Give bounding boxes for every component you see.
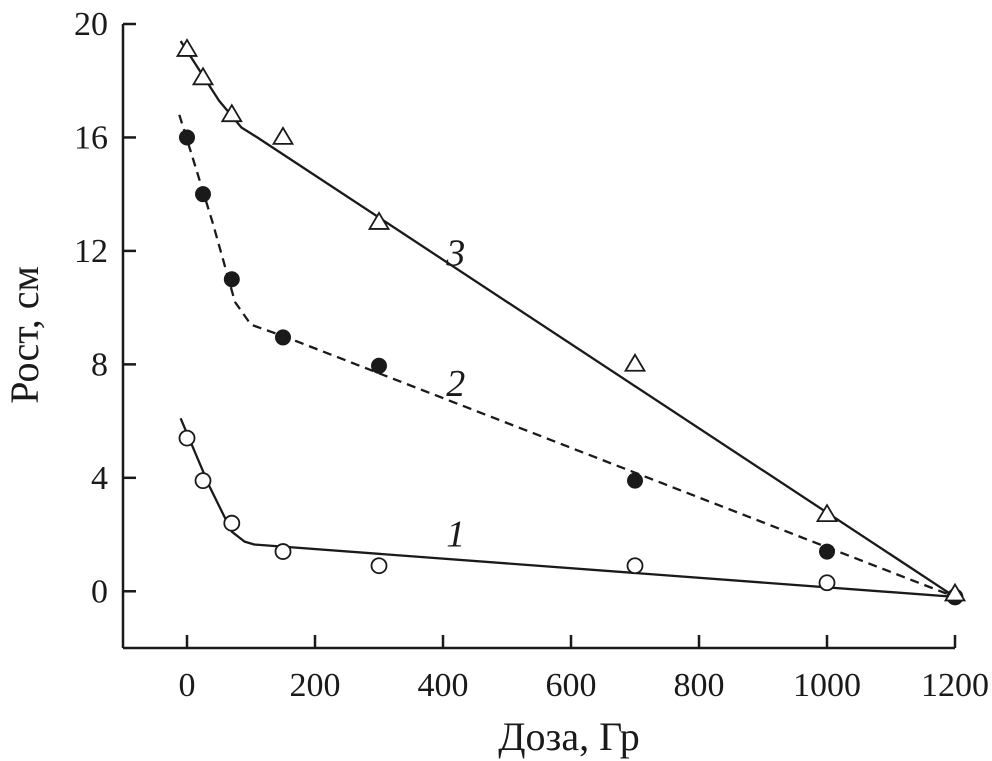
y-tick-label: 4 [91,460,108,497]
series-label-2: 2 [446,363,465,405]
series-1-point [274,543,292,560]
x-tick-label: 600 [546,667,597,704]
series-1-point [818,574,836,592]
x-tick-label: 1200 [921,667,989,704]
y-tick-label: 0 [91,573,108,610]
series-3-point [220,103,243,123]
series-1-point [223,514,241,532]
series-2-point [627,472,643,489]
series-1-point [178,429,196,447]
y-tick-label: 16 [74,119,108,156]
series-3-point [623,353,647,372]
data-markers [175,38,967,606]
series-3-fit-line [179,40,956,598]
x-tick-label: 400 [418,667,469,704]
y-tick-label: 8 [91,346,108,383]
series-3-point [367,211,391,230]
series-3-point [191,66,215,86]
series-2-point [819,543,835,560]
x-axis-title: Доза, Гр [498,714,639,759]
y-axis-title: Рост, см [2,266,47,404]
series-2-point [179,129,195,146]
series-3-point [271,126,295,145]
y-tick-label: 20 [74,6,108,43]
fit-lines [178,40,956,599]
series-2-point [195,186,211,203]
series-3-point [943,582,967,602]
series-1-point [626,557,644,575]
series-1-point [370,557,388,575]
series-labels: 1 2 3 [445,233,465,556]
series-2-point [223,271,240,288]
series-label-1: 1 [446,514,465,556]
y-tick-label: 12 [74,233,108,270]
x-tick-label: 1000 [793,667,861,704]
x-tick-label: 800 [674,667,725,704]
series-label-3: 3 [445,233,465,275]
series-2-fit-line [178,114,956,598]
series-2-point [275,329,291,346]
series-3-point [175,38,199,57]
series-1-point [194,472,212,490]
x-tick-label: 200 [290,667,341,704]
series-3-point [815,503,839,522]
x-tick-label: 0 [179,667,196,704]
series-2-point [371,357,387,374]
series-1-fit-line [179,417,956,599]
